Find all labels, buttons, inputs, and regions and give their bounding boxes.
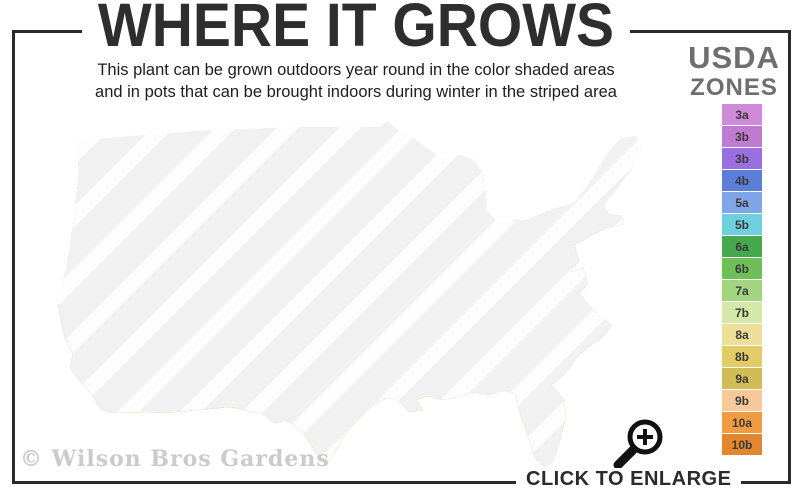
legend-zone-10b: 10b: [722, 434, 762, 455]
legend-zone-3b: 3b: [722, 126, 762, 147]
zone-legend: 3a 3b 3b 4b 5a 5b 6a 6b 7a 7b 8a 8b 9a 9b 10a 10b: [722, 104, 762, 456]
legend-zone-4b: 4b: [722, 170, 762, 191]
zones-label: ZONES: [690, 74, 778, 101]
magnifier-plus-icon[interactable]: [608, 414, 672, 474]
us-outline-stroke: [57, 120, 644, 468]
subtitle: This plant can be grown outdoors year ro…: [16, 60, 696, 104]
usda-label: USDA: [688, 40, 780, 75]
click-to-enlarge-label: CLICK TO ENLARGE: [516, 468, 742, 491]
legend-zone-7b: 7b: [722, 302, 762, 323]
legend-zone-3a: 3a: [722, 104, 762, 125]
page-title: WHERE IT GROWS: [16, 0, 696, 59]
click-to-enlarge-button[interactable]: CLICK TO ENLARGE: [516, 468, 742, 491]
legend-zone-5b: 5b: [722, 214, 762, 235]
legend-zone-10a: 10a: [722, 412, 762, 433]
watermark: © Wilson Bros Gardens: [20, 446, 330, 472]
subtitle-line-1: This plant can be grown outdoors year ro…: [97, 61, 615, 79]
us-zone-map[interactable]: [46, 110, 668, 478]
legend-zone-8a: 8a: [722, 324, 762, 345]
legend-zone-5a: 5a: [722, 192, 762, 213]
us-map-svg: [57, 120, 644, 468]
legend-zone-7a: 7a: [722, 280, 762, 301]
legend-zone-6b: 6b: [722, 258, 762, 279]
subtitle-line-2: and in pots that can be brought indoors …: [95, 82, 617, 101]
title-text: WHERE IT GROWS: [81, 0, 631, 59]
legend-zone-6a: 6a: [722, 236, 762, 257]
legend-zone-9b: 9b: [722, 390, 762, 411]
usda-zones-heading: USDA ZONES: [676, 42, 792, 100]
legend-zone-9a: 9a: [722, 368, 762, 389]
legend-zone-3b: 3b: [722, 148, 762, 169]
legend-zone-8b: 8b: [722, 346, 762, 367]
